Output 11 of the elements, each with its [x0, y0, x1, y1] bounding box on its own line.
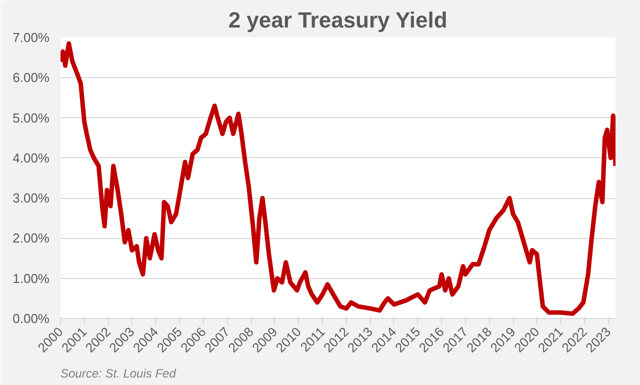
y-tick-label: 6.00% [12, 70, 50, 86]
y-tick-label: 2.00% [12, 230, 50, 246]
source-note: Source: St. Louis Fed [60, 366, 176, 380]
y-tick-label: 5.00% [12, 110, 50, 126]
chart-title: 2 year Treasury Yield [228, 8, 448, 32]
y-tick-label: 1.00% [12, 270, 50, 286]
y-tick-label: 0.00% [12, 311, 50, 326]
y-tick-label: 3.00% [12, 190, 50, 206]
y-tick-label: 7.00% [12, 30, 50, 45]
line-series [60, 41, 616, 316]
y-tick-label: 4.00% [12, 150, 50, 166]
